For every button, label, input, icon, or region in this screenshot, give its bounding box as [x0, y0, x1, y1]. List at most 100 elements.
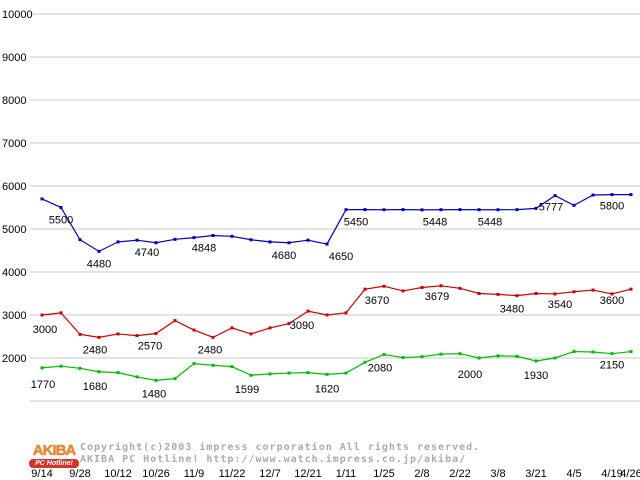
green-price-series-marker [211, 363, 215, 367]
y-axis-tick-label: 2000 [2, 353, 26, 365]
red-price-series-marker [154, 331, 158, 335]
red-price-series-marker [477, 292, 481, 295]
blue-price-series-marker [116, 240, 120, 244]
point-value-label: 4650 [329, 251, 353, 263]
red-price-series-marker [78, 332, 82, 336]
x-axis-tick-label: 2/22 [449, 468, 470, 480]
red-price-series-marker [420, 285, 424, 289]
red-price-series-marker [553, 292, 557, 296]
blue-price-series-marker [610, 193, 614, 197]
pc-hotline-logo-badge: PC Hotline! [29, 459, 79, 468]
blue-price-series-marker [553, 194, 557, 198]
red-price-series-marker [382, 284, 386, 288]
green-price-series-marker [458, 352, 462, 356]
point-value-label: 4480 [87, 258, 111, 270]
green-price-series-marker [401, 356, 405, 360]
green-price-series-marker [249, 373, 253, 377]
red-price-series-marker [439, 284, 443, 288]
x-axis-tick-label: 2/8 [414, 468, 429, 480]
red-price-series-marker [59, 311, 63, 315]
blue-price-series-marker [40, 197, 44, 201]
green-price-series-marker [97, 370, 101, 374]
green-price-series-marker [154, 378, 158, 382]
blue-price-series-marker [591, 193, 595, 197]
red-price-series-marker [496, 292, 500, 296]
green-price-series-marker [553, 356, 557, 360]
blue-price-series-marker [135, 238, 139, 242]
y-axis-tick-label: 8000 [2, 95, 26, 107]
point-value-label: 2480 [198, 344, 222, 356]
point-value-label: 3670 [365, 295, 389, 307]
point-value-label: 5448 [423, 217, 447, 229]
red-price-series-marker [249, 332, 253, 336]
point-value-label: 2570 [138, 340, 162, 352]
x-axis-tick-label: 12/7 [259, 468, 280, 480]
red-price-series-marker [211, 335, 215, 339]
x-axis-tick-label: 4/5 [566, 468, 581, 480]
red-price-series-marker [135, 334, 139, 338]
point-value-label: 2080 [368, 363, 392, 375]
point-value-label: 2480 [83, 344, 107, 356]
green-price-series-marker [496, 354, 500, 358]
blue-price-series-marker [249, 238, 253, 242]
point-value-label: 3540 [548, 299, 572, 311]
x-axis-tick-label: 1/11 [336, 468, 357, 480]
blue-price-series-marker [344, 208, 348, 212]
red-price-series-marker [306, 309, 310, 313]
blue-price-series-marker [325, 242, 329, 246]
x-axis-tick-label: 11/22 [219, 468, 246, 480]
green-price-series-marker [534, 359, 538, 363]
red-price-series-marker [610, 292, 614, 296]
blue-price-series-marker [439, 208, 443, 212]
red-price-series-marker [458, 286, 462, 290]
red-price-series-marker [192, 328, 196, 332]
blue-price-series-marker [306, 238, 310, 242]
point-value-label: 5500 [49, 215, 73, 227]
point-value-label: 1680 [83, 381, 107, 393]
x-axis-tick-label: 4/19 [601, 468, 622, 480]
blue-price-series-marker [420, 208, 424, 212]
y-axis-tick-label: 10000 [2, 9, 33, 21]
x-axis-tick-label: 9/14 [31, 468, 52, 480]
red-price-series-marker [97, 335, 101, 339]
copyright-line: Copyright(c)2003 impress corporation All… [80, 442, 481, 453]
blue-price-series-marker [458, 208, 462, 212]
y-axis-tick-label: 4000 [2, 267, 26, 279]
blue-price-series-marker [534, 206, 538, 210]
site-url-line: AKIBA PC Hotline! http://www.watch.impre… [80, 454, 467, 465]
green-price-series-marker [287, 371, 291, 375]
blue-price-series-marker [154, 241, 158, 245]
red-price-series-marker [116, 332, 120, 336]
blue-price-series-line [41, 194, 631, 253]
blue-price-series-marker [97, 249, 101, 253]
point-value-label: 4848 [192, 243, 216, 255]
green-price-series-marker [382, 353, 386, 357]
x-axis-tick-label: 9/28 [69, 468, 90, 480]
green-price-series-marker [629, 350, 633, 354]
y-axis-tick-label: 6000 [2, 181, 26, 193]
blue-price-series-marker [211, 234, 215, 238]
green-price-series-marker [268, 372, 272, 376]
point-value-label: 1620 [315, 383, 339, 395]
x-axis-tick-label: 1/25 [373, 468, 394, 480]
point-value-label: 5448 [478, 217, 502, 229]
blue-price-series-marker [401, 208, 405, 212]
green-price-series-line [41, 350, 632, 381]
blue-price-series-marker [382, 208, 386, 212]
red-price-series-marker [515, 294, 519, 298]
point-value-label: 2000 [458, 369, 482, 381]
red-price-series-marker [591, 288, 595, 292]
red-price-series-marker [230, 326, 234, 330]
red-price-series-marker [268, 326, 272, 330]
y-axis-tick-label: 3000 [2, 310, 26, 322]
point-value-label: 1480 [142, 388, 166, 400]
blue-price-series-marker [287, 241, 291, 245]
point-value-label: 4680 [272, 250, 296, 262]
y-axis-tick-label: 5000 [2, 224, 26, 236]
point-value-label: 2150 [600, 360, 624, 372]
point-value-label: 3090 [290, 320, 314, 332]
akiba-pc-hotline-logo: AKIBA PC Hotline! [29, 443, 79, 468]
green-price-series-marker [230, 365, 234, 369]
green-price-series-marker [439, 352, 443, 356]
